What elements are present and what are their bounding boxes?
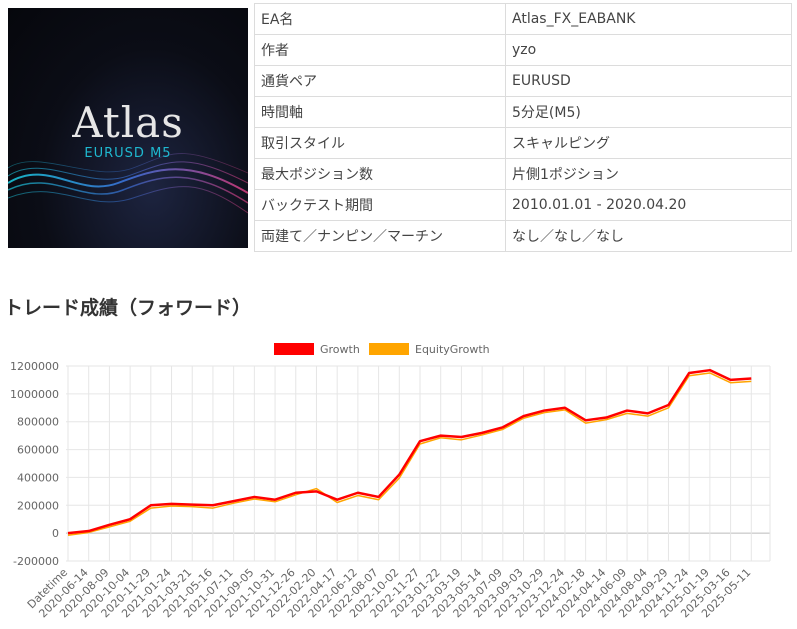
spec-key: 取引スタイル (254, 127, 506, 159)
ea-banner-image: Atlas EURUSD M5 (8, 8, 248, 248)
spec-key: 時間軸 (254, 96, 506, 128)
spec-key: 作者 (254, 34, 506, 66)
spec-key: 通貨ペア (254, 65, 506, 97)
growth-chart: Growth EquityGrowth -200000 0 200000 400000 60… (10, 343, 771, 620)
legend-swatch-growth (274, 343, 314, 355)
spec-row: EA名 Atlas_FX_EABANK (254, 3, 792, 35)
ea-info-section: Atlas EURUSD M5 EA名 Atlas_FX_EABANK 作者 yzo 通… (0, 0, 797, 254)
spec-row: 取引スタイル スキャルピング (254, 127, 792, 159)
y-tick-label: 400000 (17, 471, 59, 484)
spec-key: 両建て／ナンピン／マーチン (254, 220, 506, 252)
spec-key: 最大ポジション数 (254, 158, 506, 190)
spec-row: 時間軸 5分足(M5) (254, 96, 792, 128)
spec-row: 通貨ペア EURUSD (254, 65, 792, 97)
spec-row: 作者 yzo (254, 34, 792, 66)
y-tick-label: 1200000 (10, 360, 59, 373)
legend-label-growth: Growth (320, 343, 360, 356)
ea-spec-table: EA名 Atlas_FX_EABANK 作者 yzo 通貨ペア EURUSD 時間軸 5分足(… (254, 3, 792, 252)
y-tick-label: 800000 (17, 416, 59, 429)
section-title: トレード成績（フォワード） (4, 297, 252, 319)
spec-row: 最大ポジション数 片側1ポジション (254, 158, 792, 190)
y-tick-label: 0 (52, 527, 59, 540)
legend-label-equitygrowth: EquityGrowth (415, 343, 490, 356)
spec-value: スキャルピング (505, 127, 792, 159)
spec-row: 両建て／ナンピン／マーチン なし／なし／なし (254, 220, 792, 252)
spec-value: 2010.01.01 - 2020.04.20 (505, 189, 792, 221)
y-tick-label: 200000 (17, 499, 59, 512)
y-tick-label: -200000 (13, 555, 59, 568)
spec-key: バックテスト期間 (254, 189, 506, 221)
spec-value: 片側1ポジション (505, 158, 792, 190)
banner-subtitle: EURUSD M5 (84, 146, 172, 161)
y-tick-label: 600000 (17, 444, 59, 457)
wave-graphic (8, 153, 248, 214)
banner-title: Atlas (72, 98, 184, 147)
series-line-equitygrowth (67, 372, 752, 536)
y-tick-label: 1000000 (10, 388, 59, 401)
spec-value: Atlas_FX_EABANK (505, 3, 792, 35)
spec-value: 5分足(M5) (505, 96, 792, 128)
spec-value: なし／なし／なし (505, 220, 792, 252)
legend-swatch-equitygrowth (369, 343, 409, 355)
spec-key: EA名 (254, 3, 506, 35)
spec-row: バックテスト期間 2010.01.01 - 2020.04.20 (254, 189, 792, 221)
spec-value: yzo (505, 34, 792, 66)
spec-value: EURUSD (505, 65, 792, 97)
series-line-growth (67, 368, 752, 535)
